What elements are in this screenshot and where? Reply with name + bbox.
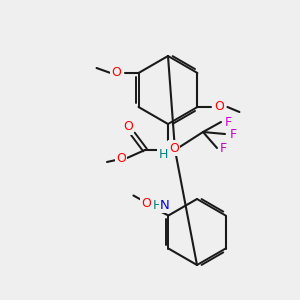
Text: O: O bbox=[214, 100, 224, 113]
Text: F: F bbox=[219, 142, 226, 155]
Text: F: F bbox=[224, 116, 232, 128]
Text: O: O bbox=[112, 67, 122, 80]
Text: O: O bbox=[123, 121, 133, 134]
Text: H: H bbox=[152, 199, 162, 212]
Text: H: H bbox=[158, 148, 168, 160]
Text: F: F bbox=[230, 128, 237, 140]
Text: O: O bbox=[142, 197, 152, 210]
Text: O: O bbox=[116, 152, 126, 166]
Text: O: O bbox=[169, 142, 179, 154]
Text: N: N bbox=[160, 199, 170, 212]
